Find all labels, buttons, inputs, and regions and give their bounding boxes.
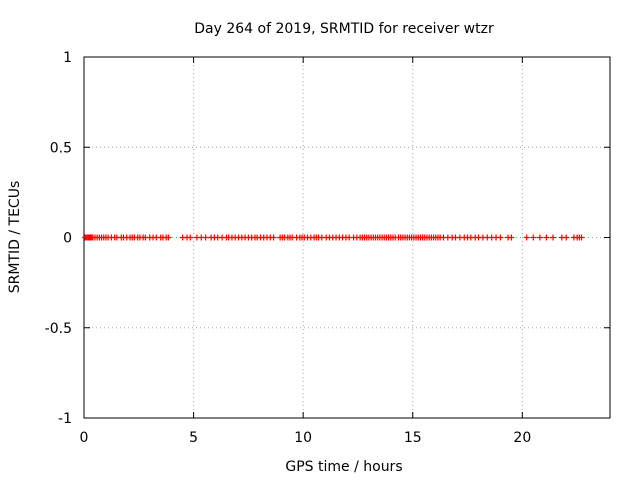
data-point	[530, 234, 537, 241]
data-point	[523, 234, 530, 241]
axis-ticks: 0 5 10 15 20 1 0.5 0 -0.5 -1	[45, 50, 610, 446]
data-point	[536, 234, 543, 241]
y-tick-label: 1	[63, 50, 72, 66]
x-tick-label: 15	[404, 430, 422, 446]
x-tick-label: 10	[294, 430, 312, 446]
data-point	[202, 234, 209, 241]
data-point	[165, 234, 172, 241]
y-tick-label: 0	[63, 231, 72, 247]
data-point	[543, 234, 550, 241]
x-tick-label: 20	[513, 430, 531, 446]
data-point	[270, 234, 277, 241]
y-axis-label: SRMTID / TECUs	[7, 181, 23, 294]
data-point	[508, 234, 515, 241]
data-point	[187, 234, 194, 241]
data-point	[578, 234, 585, 241]
x-tick-label: 5	[189, 430, 198, 446]
data-point	[550, 234, 557, 241]
x-tick-label: 0	[80, 430, 89, 446]
data-point	[497, 234, 504, 241]
y-tick-label: 0.5	[50, 140, 72, 156]
data-points	[82, 234, 585, 241]
y-tick-label: -0.5	[45, 321, 72, 337]
data-point	[563, 234, 570, 241]
chart-title: Day 264 of 2019, SRMTID for receiver wtz…	[194, 21, 494, 37]
y-tick-label: -1	[58, 411, 72, 427]
x-axis-label: GPS time / hours	[285, 459, 402, 475]
